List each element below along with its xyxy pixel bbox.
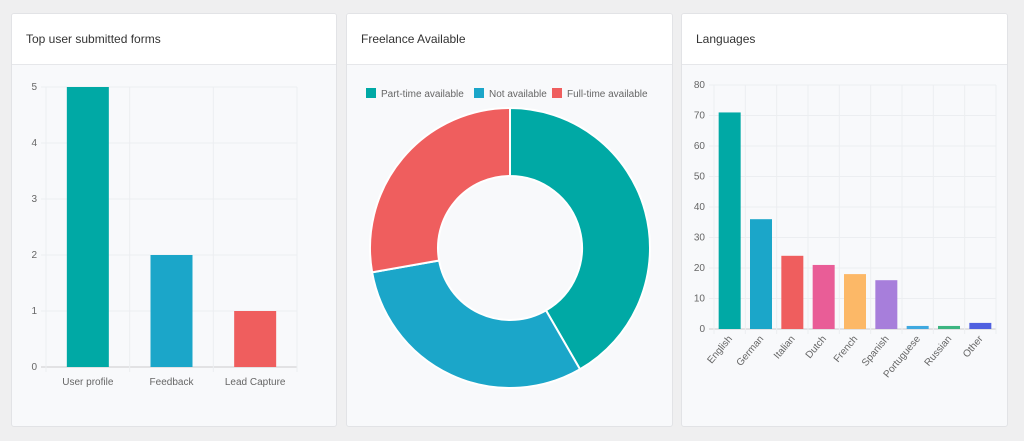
bar-russian xyxy=(938,325,960,329)
y-tick-label: 2 xyxy=(31,250,37,261)
legend-label: Not available xyxy=(489,89,547,100)
legend-label: Full-time available xyxy=(567,89,648,100)
y-tick-label: 4 xyxy=(31,138,37,149)
bar-italian xyxy=(781,255,804,329)
y-tick-label: 60 xyxy=(694,141,706,152)
y-tick-label: 0 xyxy=(31,362,37,373)
y-tick-label: 0 xyxy=(699,324,705,335)
x-tick-label: English xyxy=(705,334,735,366)
languages-bar-chart: 0 10 20 30 40 50 60 70 80 English German Italian Dut… xyxy=(694,80,997,380)
legend-swatch xyxy=(552,88,562,98)
x-tick-label: Feedback xyxy=(150,377,195,388)
x-tick-label: French xyxy=(832,334,860,365)
panel-title: Top user submitted forms xyxy=(12,14,336,65)
x-tick-label: Russian xyxy=(923,334,955,369)
x-tick-label: German xyxy=(735,334,767,369)
legend-swatch xyxy=(474,88,484,98)
donut-slice-part-time-available xyxy=(509,106,651,371)
x-tick-label: User profile xyxy=(62,377,114,388)
y-tick-label: 3 xyxy=(31,194,37,205)
y-tick-label: 20 xyxy=(694,263,706,274)
y-tick-label: 80 xyxy=(694,80,706,91)
bar-lead-capture xyxy=(234,311,277,367)
x-tick-label: Spanish xyxy=(860,334,892,369)
y-tick-label: 30 xyxy=(694,233,706,244)
bar-other xyxy=(969,322,992,329)
panel-title: Languages xyxy=(682,14,1007,65)
x-tick-label: Dutch xyxy=(804,334,829,361)
y-tick-label: 70 xyxy=(694,111,706,122)
panel-title: Freelance Available xyxy=(347,14,672,65)
bar-dutch xyxy=(812,264,835,329)
x-tick-label: Other xyxy=(961,333,986,360)
y-tick-label: 5 xyxy=(31,82,37,93)
freelance-panel: Freelance Available Part-time available N… xyxy=(346,13,673,427)
languages-panel: Languages 0 10 20 30 40 50 60 70 80 English German… xyxy=(681,13,1008,427)
x-tick-label: Italian xyxy=(772,334,798,362)
bar-english xyxy=(718,112,741,329)
bar-feedback xyxy=(150,255,193,367)
bar-user-profile xyxy=(66,87,109,367)
y-tick-label: 40 xyxy=(694,202,706,213)
forms-bar-chart: 0 1 2 3 4 5 User profile Feedback Lead Capture xyxy=(31,82,298,388)
y-tick-label: 50 xyxy=(694,172,706,183)
bar-german xyxy=(750,219,772,329)
freelance-donut-chart: Part-time available Not available Full-tim… xyxy=(366,88,651,389)
bar-spanish xyxy=(875,280,898,329)
y-tick-label: 10 xyxy=(694,294,706,305)
donut-slice-not-available xyxy=(370,259,582,389)
legend-label: Part-time available xyxy=(381,89,464,100)
forms-panel: Top user submitted forms 0 1 2 3 4 5 User prof… xyxy=(11,13,337,427)
y-tick-label: 1 xyxy=(31,306,37,317)
legend-swatch xyxy=(366,88,376,98)
bar-french xyxy=(844,274,866,329)
donut-slice-full-time-available xyxy=(369,106,511,274)
bar-portuguese xyxy=(906,325,929,329)
x-tick-label: Lead Capture xyxy=(225,377,286,388)
